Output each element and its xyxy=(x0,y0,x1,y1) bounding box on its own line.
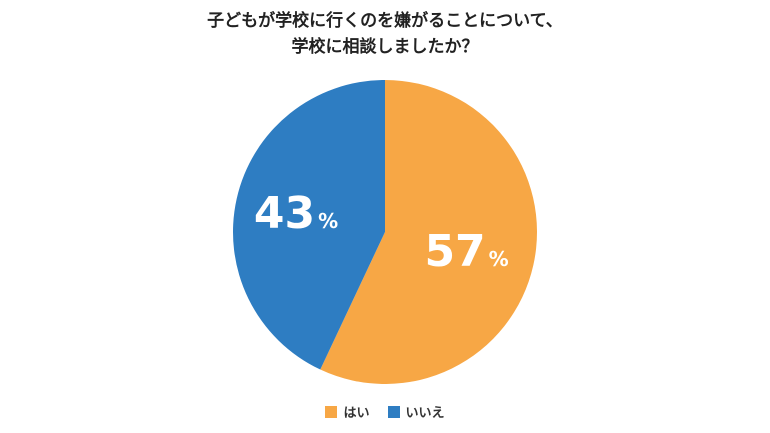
chart-title: 子どもが学校に行くのを嫌がることについて、 学校に相談しましたか？ xyxy=(0,8,770,60)
slice-label-yes: 57% xyxy=(424,226,508,277)
chart-title-line-2: 学校に相談しましたか？ xyxy=(291,37,479,57)
slice-label-no: 43% xyxy=(254,188,338,239)
legend-label-yes: はい xyxy=(343,406,370,421)
legend-label-no: いいえ xyxy=(405,406,445,421)
chart-title-line-1: 子どもが学校に行くのを嫌がることについて、 xyxy=(207,11,563,31)
legend-item-yes: はい xyxy=(325,402,370,421)
legend-item-no: いいえ xyxy=(387,402,445,421)
legend-swatch-yes xyxy=(325,405,338,418)
legend-swatch-no xyxy=(387,405,400,418)
pie-slice-yes xyxy=(320,80,537,384)
pie-slice-no xyxy=(233,79,385,370)
chart-legend: はい いいえ xyxy=(0,402,770,421)
